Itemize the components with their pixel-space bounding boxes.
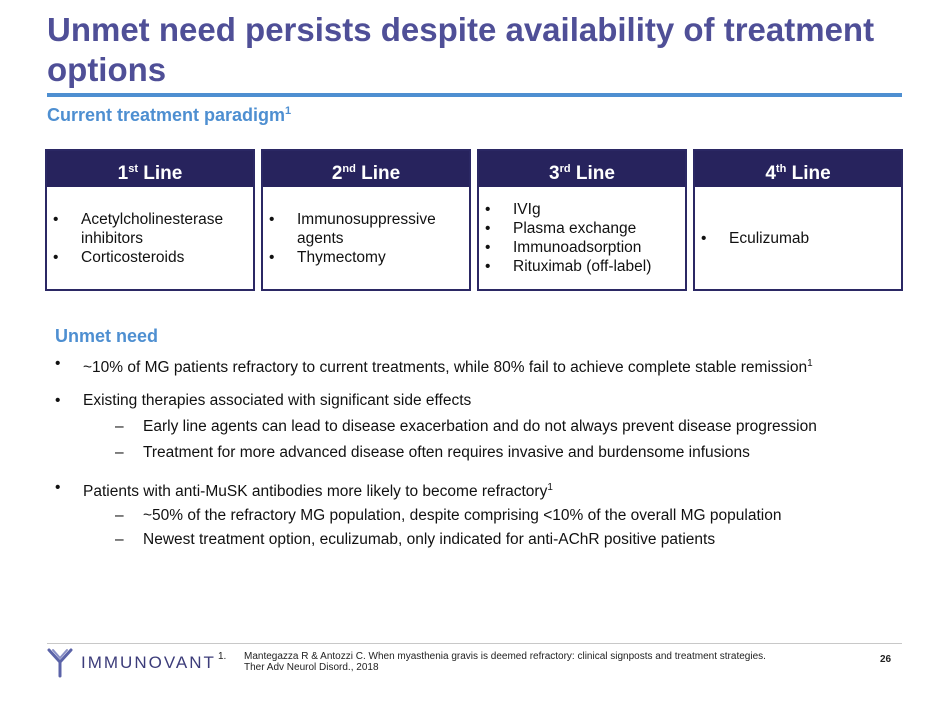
footnote: 1. Mantegazza R & Antozzi C. When myasth… [218,651,766,673]
line-box-1: 1st Line • Acetylcholinesterase inhibitor… [45,149,255,291]
list-item: • Eculizumab [701,229,810,247]
list-item: • IVIg [485,201,541,218]
line-header-3: 3rd Line [479,151,685,187]
sub-bullet-point: – Newest treatment option, eculizumab, on… [115,531,716,548]
title-divider [47,93,902,97]
list-item: • Thymectomy [269,248,386,266]
bullet-point: • Existing therapies associated with sign… [55,392,472,409]
line-header-4: 4th Line [695,151,901,187]
unmet-need-heading: Unmet need [55,326,159,346]
page-number: 26 [880,654,892,665]
line-box-3: 3rd Line • IVIg • Plasma exchange • Immunoa… [477,149,687,291]
page-title: Unmet need persists despite availability… [47,11,875,88]
logo-text: IMMUNOVANT [81,653,216,672]
list-item: • Plasma exchange [485,220,637,237]
list-item: • Rituximab (off-label) [485,258,652,275]
list-item: • Corticosteroids [53,248,185,266]
bullet-point: • ~10% of MG patients refractory to curre… [55,355,813,376]
line-header-2: 2nd Line [263,151,469,187]
list-item: • Immunosuppressive agents [269,210,436,247]
bullet-point: • Patients with anti-MuSK antibodies more… [55,479,553,500]
treatment-lines: 1st Line • Acetylcholinesterase inhibitor… [45,149,903,291]
sub-bullet-point: – Treatment for more advanced disease oft… [115,444,750,461]
sub-bullet-point: – ~50% of the refractory MG population, d… [115,507,782,524]
line-box-2: 2nd Line • Immunosuppressive agents • Thym… [261,149,471,291]
sub-bullet-point: – Early line agents can lead to disease e… [115,418,817,435]
line-box-4: 4th Line • Eculizumab [693,149,903,291]
unmet-need-list: • ~10% of MG patients refractory to curre… [55,354,915,550]
section-subtitle: Current treatment paradigm1 [47,105,292,125]
list-item: • Immunoadsorption [485,239,642,256]
footer-divider [47,643,902,644]
antibody-logo-icon [47,648,73,678]
list-item: • Acetylcholinesterase inhibitors [53,210,224,247]
company-logo: IMMUNOVANT [47,648,216,678]
line-header-1: 1st Line [47,151,253,187]
